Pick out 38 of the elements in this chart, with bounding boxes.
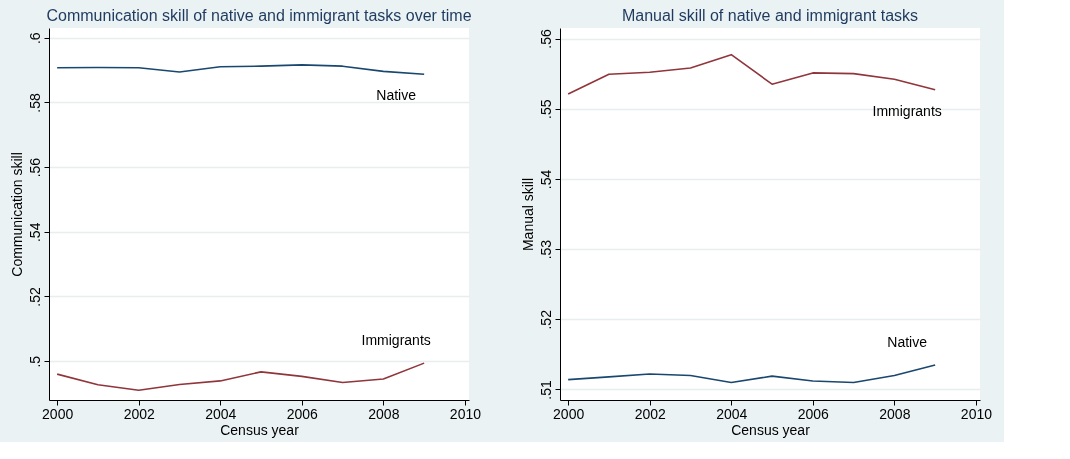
y-tick-label: .5 [26, 355, 43, 368]
chart-title: Communication skill of native and immigrant tasks over time [46, 7, 472, 24]
y-tick-label: .56 [537, 29, 554, 49]
x-tick-label: 2006 [797, 405, 830, 422]
x-axis-title: Census year [220, 421, 300, 438]
y-tick-label: .56 [26, 157, 43, 178]
y-tick-label: .6 [26, 32, 43, 45]
x-tick-label: 2002 [634, 405, 666, 422]
series-label: Immigrants [872, 102, 942, 119]
y-tick-label: .55 [537, 99, 554, 119]
y-tick-label: .54 [537, 169, 554, 190]
line-series [56, 64, 425, 76]
y-tick-label: .51 [537, 380, 554, 400]
x-tick-label: 2000 [553, 405, 585, 422]
series-label: Native [376, 87, 417, 104]
line-series [567, 364, 936, 384]
series-label: Immigrants [361, 332, 431, 349]
y-tick-label: .53 [537, 239, 554, 260]
x-tick-label: 2008 [368, 405, 400, 422]
x-tick-label: 2004 [716, 405, 748, 422]
line-series [56, 362, 425, 392]
y-axis-title: Manual skill [519, 177, 536, 252]
x-tick-label: 2000 [42, 405, 74, 422]
x-tick-label: 2008 [879, 405, 911, 422]
y-tick-label: .54 [26, 222, 43, 243]
y-axis-title: Communication skill [8, 152, 25, 277]
x-tick-label: 2010 [960, 405, 993, 422]
line-series [567, 53, 936, 95]
x-tick-label: 2004 [205, 405, 237, 422]
y-tick-label: .52 [537, 309, 554, 330]
x-axis-title: Census year [731, 421, 811, 438]
x-tick-label: 2010 [449, 405, 482, 422]
x-tick-label: 2006 [286, 405, 319, 422]
chart-title: Manual skill of native and immigrant tasks [621, 7, 919, 24]
series-label: Native [887, 333, 928, 350]
y-tick-label: .52 [26, 287, 43, 307]
y-tick-label: .58 [26, 92, 43, 113]
x-tick-label: 2002 [123, 405, 155, 422]
